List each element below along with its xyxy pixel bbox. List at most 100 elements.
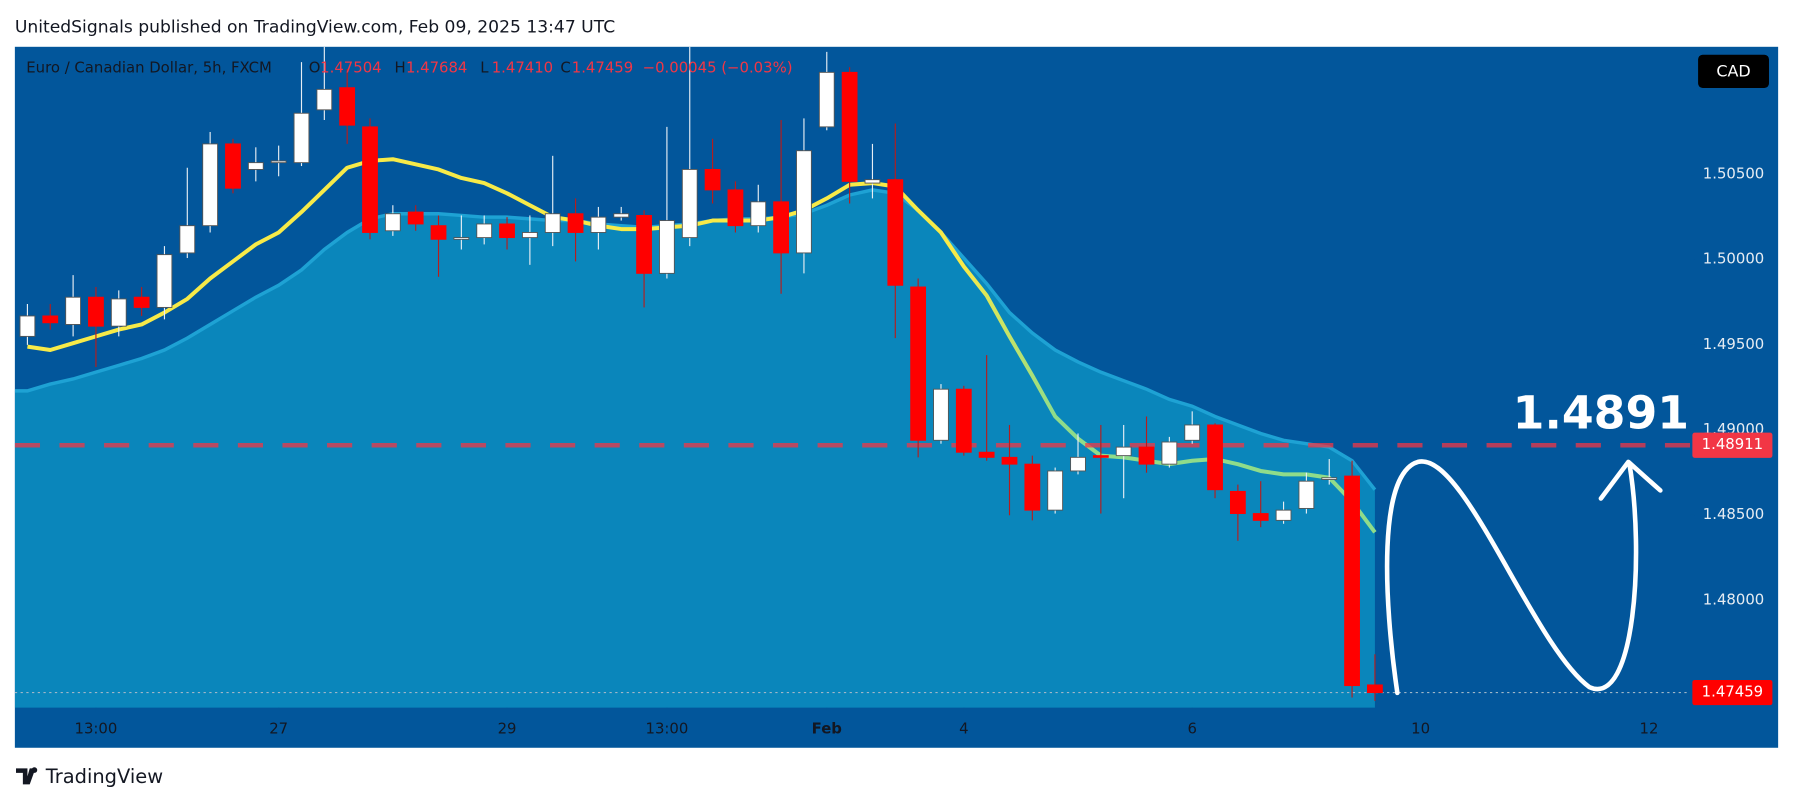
candle-body	[42, 315, 59, 324]
candle	[773, 120, 789, 294]
candle	[1275, 501, 1292, 524]
candle-body	[453, 237, 470, 240]
candle	[1001, 424, 1018, 516]
candle-body	[818, 71, 835, 128]
candle-body	[1229, 490, 1246, 515]
candle	[1344, 460, 1360, 698]
candle	[1298, 472, 1315, 514]
x-tick-label: 27	[269, 719, 288, 737]
candle-body	[704, 168, 721, 191]
candle	[1070, 433, 1086, 475]
annotation: 1.4891	[1513, 387, 1689, 440]
y-tick-label: 1.49500	[1703, 335, 1764, 353]
candle-body	[476, 223, 493, 239]
candle-body	[339, 87, 356, 126]
candle	[796, 118, 812, 274]
candle	[590, 206, 607, 250]
candle	[476, 215, 493, 245]
candle-body	[65, 296, 81, 325]
candle	[910, 278, 927, 458]
level-label: 1.48911	[1702, 435, 1763, 453]
legend-value: 1.47684	[406, 59, 467, 77]
candle-body	[407, 211, 424, 225]
candle-body	[1115, 446, 1132, 457]
logo	[16, 767, 38, 785]
legend-value: 1.47504	[320, 59, 381, 77]
legend-key: C	[560, 59, 570, 77]
candle-body	[19, 315, 36, 337]
candle	[384, 205, 401, 236]
candle-body	[202, 143, 219, 227]
candle-body	[544, 213, 561, 233]
candle-body	[659, 220, 675, 274]
legend-key: O	[309, 59, 321, 77]
candle	[1115, 424, 1132, 499]
candle	[1229, 484, 1246, 541]
candle-body	[796, 150, 812, 254]
candle-body	[636, 214, 652, 274]
candle	[818, 51, 835, 131]
candle-body	[1161, 441, 1178, 465]
legend-change: −0.00045 (−0.03%)	[643, 59, 793, 77]
level-box	[1692, 432, 1773, 458]
legend-symbol: Euro / Canadian Dollar, 5h, FXCM	[26, 59, 272, 77]
candle	[1367, 654, 1383, 701]
candle-body	[1367, 684, 1383, 694]
candle-body	[1138, 446, 1155, 465]
y-tick-label: 1.48500	[1703, 505, 1764, 523]
x-tick-label: 4	[959, 719, 968, 737]
candle	[978, 355, 995, 461]
candle	[247, 147, 264, 182]
x-tick-label: Feb	[812, 719, 842, 737]
currency: CAD	[1716, 61, 1750, 80]
candle-body	[1184, 424, 1201, 441]
y-tick-label: 1.50000	[1703, 250, 1764, 268]
candle-body	[933, 388, 949, 441]
candle-body	[978, 451, 995, 458]
y-tick-label: 1.48000	[1703, 590, 1764, 608]
candle	[42, 304, 59, 330]
candle-body	[1047, 470, 1064, 511]
x-tick-label: 10	[1411, 719, 1430, 737]
currency-box	[1698, 54, 1769, 88]
candle-body	[841, 71, 858, 182]
last-price-label: 1.47459	[1702, 683, 1763, 701]
candle-body	[270, 160, 287, 164]
candle-body	[133, 296, 150, 308]
candle-body	[727, 189, 744, 227]
candle-body	[887, 179, 904, 286]
x-tick-label: 29	[498, 719, 517, 737]
candle	[521, 215, 538, 265]
drawn-arrow-head	[1598, 459, 1663, 501]
x-tick-label: 6	[1187, 719, 1196, 737]
candle	[88, 286, 104, 368]
candle	[133, 286, 150, 316]
candle-body	[613, 213, 630, 218]
candle-body	[316, 88, 333, 111]
candle	[613, 206, 630, 221]
candle-body	[1344, 475, 1360, 687]
candle	[1047, 467, 1064, 514]
candle	[316, 46, 333, 121]
candle-body	[1070, 456, 1086, 472]
candle	[225, 138, 241, 194]
candle	[636, 210, 652, 308]
candle	[202, 131, 219, 233]
candle-body	[1092, 455, 1109, 458]
candle	[1161, 436, 1178, 468]
candle	[887, 123, 904, 339]
candle	[933, 384, 949, 444]
byline: UnitedSignals published on TradingView.c…	[15, 17, 615, 37]
candle	[544, 155, 561, 247]
candle-body	[681, 168, 698, 239]
logo-mark	[16, 767, 38, 785]
candle-body	[1001, 456, 1018, 465]
candle	[453, 215, 470, 250]
candle	[270, 145, 287, 177]
candle	[179, 167, 196, 259]
candle	[407, 205, 424, 231]
candle	[430, 215, 447, 277]
candle	[1024, 455, 1041, 521]
